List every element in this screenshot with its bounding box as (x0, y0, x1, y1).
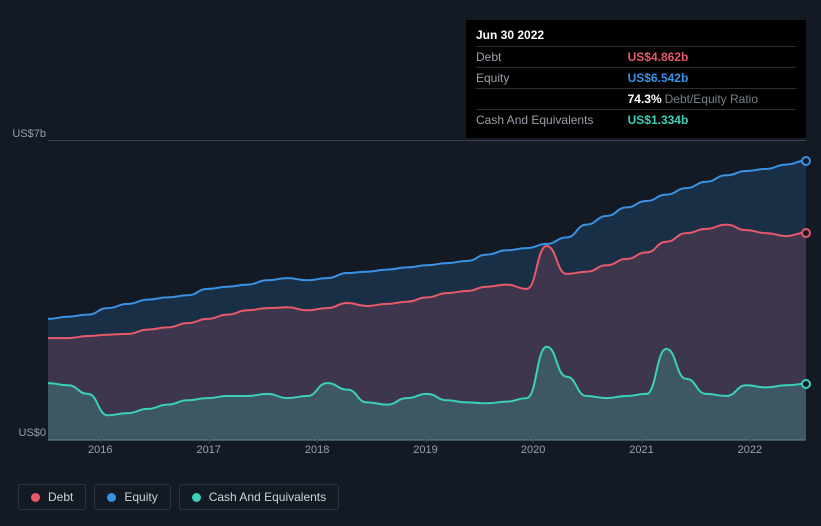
tooltip-row-value: US$6.542b (628, 68, 796, 89)
tooltip-row-label: Cash And Equivalents (476, 110, 628, 131)
chart-svg (48, 141, 806, 441)
debt-swatch-icon (31, 493, 40, 502)
tooltip-row-value: 74.3%Debt/Equity Ratio (628, 89, 796, 110)
legend-item-cash[interactable]: Cash And Equivalents (179, 484, 339, 510)
chart-tooltip: Jun 30 2022 DebtUS$4.862bEquityUS$6.542b… (466, 20, 806, 138)
x-tick-label: 2021 (629, 444, 653, 456)
legend-item-equity[interactable]: Equity (94, 484, 170, 510)
equity-end-marker-icon (801, 156, 811, 166)
x-tick-label: 2017 (196, 444, 220, 456)
legend-item-debt[interactable]: Debt (18, 484, 86, 510)
equity-swatch-icon (107, 493, 116, 502)
y-axis-max-label: US$7b (0, 128, 46, 140)
tooltip-table: DebtUS$4.862bEquityUS$6.542b74.3%Debt/Eq… (476, 46, 796, 130)
x-tick-label: 2018 (305, 444, 329, 456)
chart-legend: Debt Equity Cash And Equivalents (18, 484, 339, 510)
x-tick-label: 2016 (88, 444, 112, 456)
cash-end-marker-icon (801, 379, 811, 389)
legend-label: Equity (124, 490, 157, 504)
tooltip-row-value: US$1.334b (628, 110, 796, 131)
x-tick-label: 2019 (413, 444, 437, 456)
y-axis-min-label: US$0 (0, 427, 46, 439)
x-tick-label: 2020 (521, 444, 545, 456)
debt-end-marker-icon (801, 228, 811, 238)
legend-label: Debt (48, 490, 73, 504)
debt-equity-chart: US$7b US$0 2016201720182019202020212022 (18, 120, 806, 480)
tooltip-row-label: Equity (476, 68, 628, 89)
legend-label: Cash And Equivalents (209, 490, 326, 504)
tooltip-row-value: US$4.862b (628, 47, 796, 68)
cash-swatch-icon (192, 493, 201, 502)
plot-area[interactable] (48, 140, 806, 440)
x-axis-ticks: 2016 2017 2018 2019 2020 2021 2022 (48, 444, 806, 464)
tooltip-row-label (476, 89, 628, 110)
tooltip-date: Jun 30 2022 (476, 28, 796, 46)
x-tick-label: 2022 (738, 444, 762, 456)
tooltip-row-label: Debt (476, 47, 628, 68)
